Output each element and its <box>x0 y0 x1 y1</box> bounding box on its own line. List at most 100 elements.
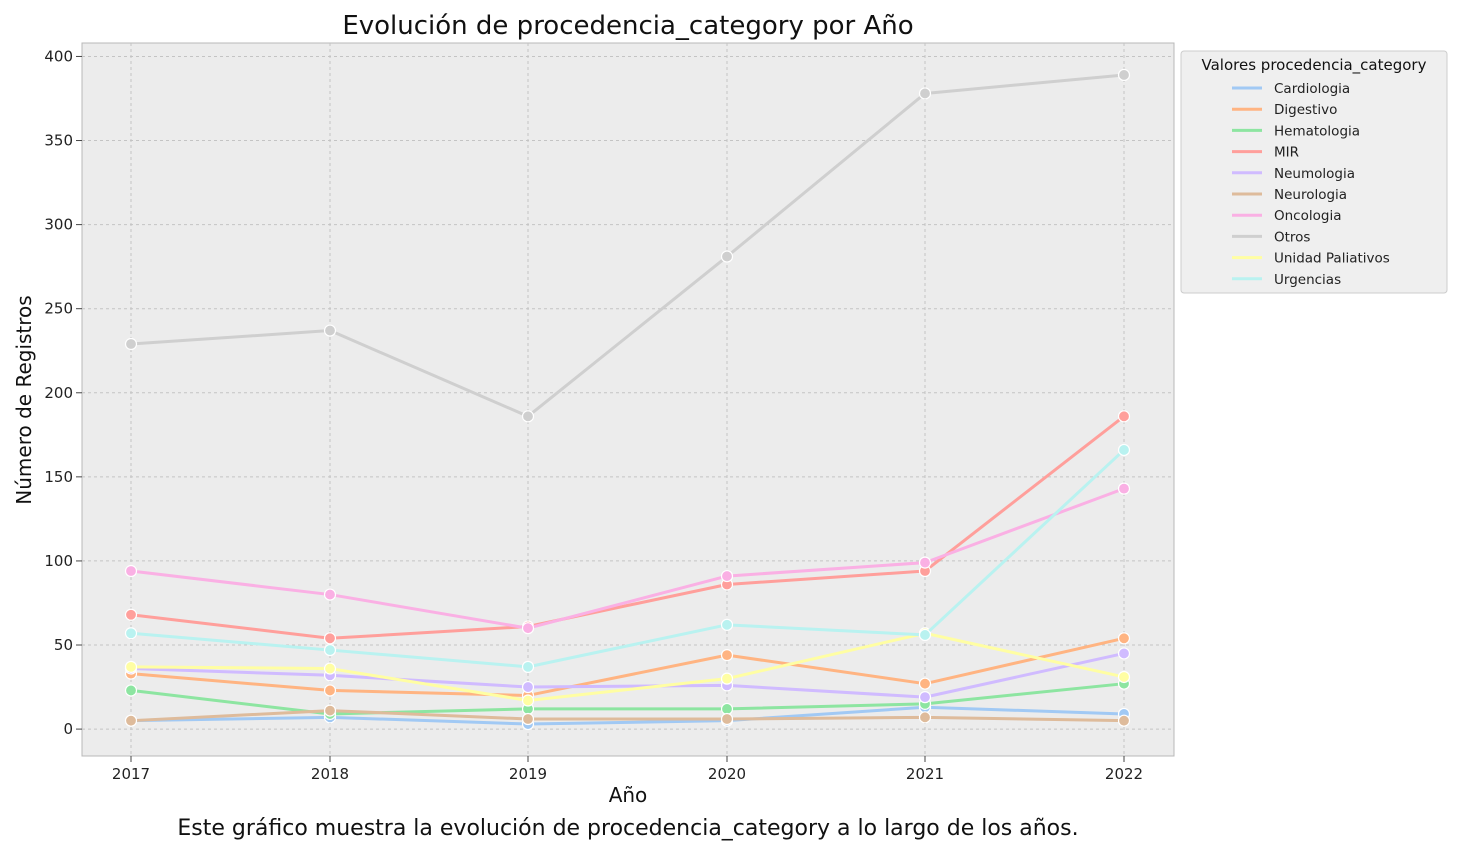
data-point <box>1117 647 1131 660</box>
series-mir <box>124 410 1131 645</box>
x-tick-label: 2022 <box>1105 765 1143 783</box>
y-tick-label: 100 <box>44 552 73 570</box>
data-point <box>1117 482 1131 495</box>
x-axis-ticks: 2017 2018 2019 2020 2021 2022 <box>112 756 1143 783</box>
data-point <box>323 588 337 601</box>
data-point <box>720 712 734 726</box>
legend-item: Neumologia <box>1232 166 1355 182</box>
series-urgencias <box>124 443 1131 673</box>
legend-item: Hematologia <box>1232 123 1360 139</box>
legend-label: Otros <box>1274 229 1310 245</box>
series-neurologia <box>124 704 1131 727</box>
legend-label: Neurologia <box>1274 187 1347 203</box>
data-point <box>720 250 734 263</box>
data-point <box>124 660 138 673</box>
legend-label: Neumologia <box>1274 166 1355 182</box>
x-tick-label: 2019 <box>509 765 547 783</box>
data-point <box>521 622 535 635</box>
chart-caption: Este gráfico muestra la evolución de pro… <box>177 816 1078 841</box>
data-point <box>1117 714 1131 727</box>
legend-items: Cardiologia Digestivo Hematologia MIR Neumol… <box>1232 81 1390 288</box>
legend-box <box>1180 50 1448 294</box>
data-point <box>323 632 337 645</box>
data-point <box>1117 410 1131 423</box>
chart-title: Evolución de procedencia_category por Añ… <box>342 11 913 41</box>
x-tick-label: 2021 <box>906 765 944 783</box>
legend-item: Neurologia <box>1232 187 1347 203</box>
data-point <box>124 714 138 727</box>
legend-item: Unidad Paliativos <box>1232 251 1390 267</box>
y-tick-label: 0 <box>63 720 73 738</box>
series-otros <box>124 68 1131 423</box>
series-layer <box>124 68 1131 731</box>
y-axis-label: Número de Registros <box>12 295 36 504</box>
data-point <box>323 704 337 717</box>
y-tick-label: 250 <box>44 300 73 318</box>
series-line <box>129 73 1126 418</box>
y-tick-label: 50 <box>54 636 73 654</box>
data-point <box>323 643 337 657</box>
y-tick-label: 350 <box>44 132 73 150</box>
series-line <box>129 448 1126 669</box>
data-point <box>1117 632 1131 645</box>
legend-item: MIR <box>1232 145 1299 161</box>
data-point <box>124 627 138 640</box>
data-point <box>918 628 932 642</box>
legend-label: MIR <box>1274 145 1299 161</box>
x-tick-label: 2017 <box>112 765 150 783</box>
data-point <box>521 694 535 707</box>
y-tick-label: 400 <box>44 47 73 65</box>
data-point <box>720 649 734 662</box>
x-axis-label: Año <box>609 783 648 807</box>
legend-label: Unidad Paliativos <box>1274 251 1390 267</box>
data-point <box>918 691 932 704</box>
series-line <box>129 651 1126 699</box>
legend: Valores procedencia_category Cardiologia… <box>1180 50 1448 294</box>
y-axis-ticks: 0 50 100 150 200 250 300 350 400 <box>44 47 82 738</box>
data-point <box>1117 68 1131 82</box>
data-point <box>720 672 734 685</box>
series-line <box>129 631 1126 703</box>
legend-item: Otros <box>1232 229 1310 245</box>
legend-item: Urgencias <box>1232 272 1341 288</box>
data-point <box>124 564 138 578</box>
data-point <box>720 618 734 631</box>
data-point <box>323 662 337 675</box>
data-point <box>918 677 932 690</box>
series-line <box>129 636 1126 697</box>
data-point <box>521 410 535 423</box>
series-line <box>129 487 1126 630</box>
data-point <box>918 711 932 724</box>
legend-item: Cardiologia <box>1232 81 1350 97</box>
plot-area <box>81 42 1175 757</box>
legend-label: Digestivo <box>1274 102 1337 118</box>
data-point <box>323 324 337 337</box>
data-point <box>918 556 932 569</box>
data-point <box>720 569 734 583</box>
y-tick-label: 150 <box>44 468 73 486</box>
legend-item: Digestivo <box>1232 102 1337 118</box>
legend-label: Urgencias <box>1274 272 1341 288</box>
data-point <box>1117 670 1131 684</box>
data-point <box>521 712 535 726</box>
y-tick-label: 200 <box>44 384 73 402</box>
series-line <box>129 682 1126 716</box>
x-tick-label: 2020 <box>708 765 746 783</box>
legend-label: Oncologia <box>1274 208 1341 224</box>
data-point <box>124 608 138 621</box>
series-line <box>129 705 1126 726</box>
series-oncologia <box>124 482 1131 635</box>
data-point <box>521 680 535 694</box>
legend-label: Cardiologia <box>1274 81 1350 97</box>
legend-title: Valores procedencia_category <box>1202 56 1427 75</box>
y-tick-label: 300 <box>44 216 73 234</box>
data-point <box>124 337 138 351</box>
x-tick-label: 2018 <box>311 765 349 783</box>
series-line <box>129 709 1126 723</box>
data-point <box>323 684 337 697</box>
data-point <box>720 702 734 716</box>
data-point <box>521 660 535 673</box>
data-point <box>124 684 138 697</box>
legend-label: Hematologia <box>1274 123 1360 139</box>
